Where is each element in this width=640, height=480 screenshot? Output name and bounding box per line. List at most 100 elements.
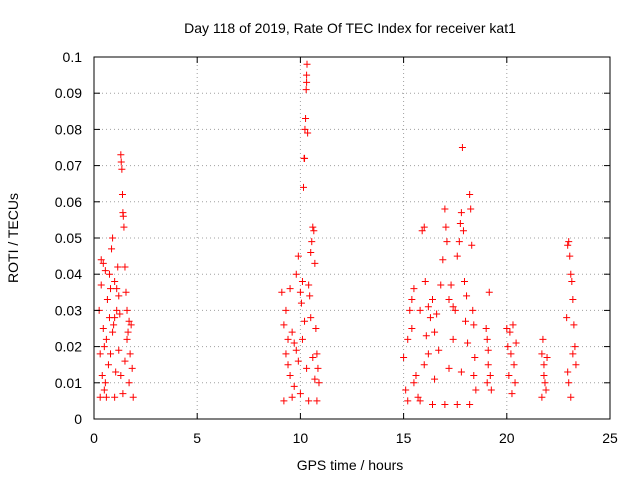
data-point: [406, 306, 414, 314]
data-point: [445, 364, 453, 372]
data-point: [109, 234, 117, 242]
data-point: [314, 364, 322, 372]
data-point: [540, 361, 548, 369]
data-point: [431, 375, 439, 383]
data-point: [121, 357, 129, 365]
data-point: [435, 346, 443, 354]
chart-title: Day 118 of 2019, Rate Of TEC Index for r…: [184, 20, 516, 36]
data-point: [441, 205, 449, 213]
data-point: [565, 379, 573, 387]
data-point: [118, 191, 126, 199]
data-point: [564, 368, 572, 376]
data-point: [414, 393, 422, 401]
data-point: [290, 382, 298, 390]
data-point: [569, 350, 577, 358]
data-point: [466, 191, 474, 199]
data-point: [424, 303, 432, 311]
y-tick-label: 0.08: [55, 121, 82, 137]
data-point: [296, 390, 304, 398]
data-point: [506, 328, 514, 336]
data-point: [538, 350, 546, 358]
data-point: [508, 390, 516, 398]
data-point: [453, 252, 461, 260]
data-point: [471, 353, 479, 361]
data-point: [453, 401, 461, 409]
data-point: [123, 306, 131, 314]
data-point: [449, 303, 457, 311]
data-point: [301, 317, 309, 325]
data-point: [119, 212, 127, 220]
data-point: [303, 364, 311, 372]
data-point: [304, 129, 312, 137]
data-point: [457, 368, 465, 376]
data-point: [307, 248, 315, 256]
data-point: [128, 364, 136, 372]
data-point: [127, 321, 135, 329]
data-point: [408, 325, 416, 332]
data-point: [402, 386, 410, 394]
data-point: [571, 343, 579, 351]
data-point: [297, 299, 305, 307]
data-point: [539, 335, 547, 343]
data-point: [404, 335, 412, 343]
data-point: [542, 386, 550, 394]
data-point: [416, 306, 424, 314]
data-point: [421, 277, 429, 285]
data-point: [100, 343, 108, 351]
data-point: [107, 285, 115, 293]
data-point: [565, 238, 573, 246]
data-point: [98, 372, 106, 380]
data-point: [303, 78, 311, 86]
data-point: [313, 397, 321, 405]
data-point: [410, 379, 418, 387]
data-point: [112, 368, 120, 376]
data-point: [110, 321, 118, 329]
axis-ticks: [93, 56, 611, 420]
data-point: [101, 379, 109, 387]
data-point: [116, 310, 124, 318]
data-point: [282, 306, 290, 314]
data-point: [512, 339, 520, 347]
data-point: [111, 393, 119, 401]
x-tick-label: 15: [396, 430, 412, 446]
data-point: [486, 372, 494, 380]
data-point: [307, 314, 315, 322]
data-point: [460, 277, 468, 285]
data-point: [104, 361, 112, 369]
data-point: [308, 238, 316, 246]
data-point: [123, 335, 131, 343]
data-point: [462, 317, 470, 325]
data-point: [282, 350, 290, 358]
data-point: [107, 350, 115, 358]
data-point: [418, 227, 426, 235]
data-point: [568, 277, 576, 285]
data-point: [431, 328, 439, 336]
data-point: [569, 296, 577, 304]
data-point: [117, 151, 125, 159]
y-tick-label: 0.02: [55, 339, 82, 355]
data-point: [294, 357, 302, 365]
data-point: [120, 223, 128, 231]
data-point: [466, 401, 474, 409]
data-point: [484, 346, 492, 354]
data-point: [485, 288, 493, 296]
data-point: [472, 386, 480, 394]
data-point: [563, 314, 571, 322]
plot-frame: [93, 56, 611, 420]
data-point: [443, 238, 451, 246]
data-point: [482, 325, 490, 332]
data-point: [101, 267, 109, 275]
data-point: [469, 306, 477, 314]
data-point: [445, 296, 453, 304]
data-point: [567, 393, 575, 401]
data-point: [278, 288, 286, 296]
data-point: [280, 397, 288, 405]
data-point: [458, 144, 466, 151]
data-point: [451, 306, 459, 314]
data-point: [303, 60, 311, 68]
data-point: [115, 346, 123, 354]
data-point: [111, 314, 119, 322]
data-point: [301, 154, 309, 162]
data-point: [510, 361, 518, 369]
